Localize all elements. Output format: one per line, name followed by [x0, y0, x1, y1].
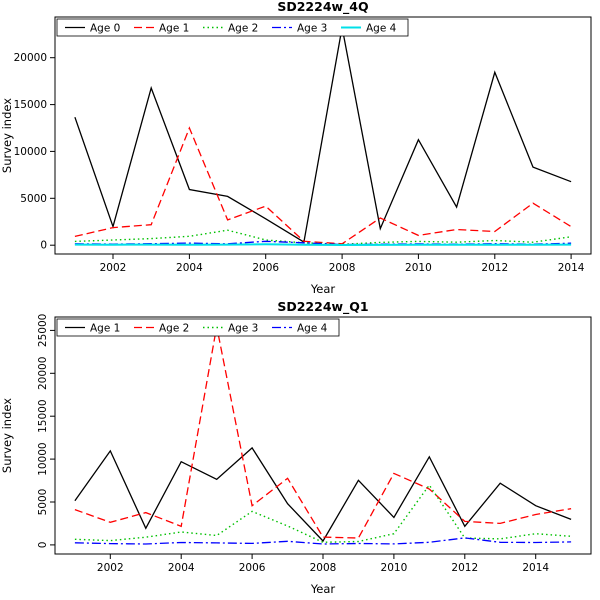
series-line-age-3 [74, 483, 572, 544]
x-tick-label: 2014 [558, 262, 585, 274]
series-line-age-0 [74, 27, 572, 244]
series-line-age-1 [74, 446, 572, 543]
legend-label-age-2: Age 2 [228, 23, 258, 35]
y-tick-label: 5000 [20, 193, 47, 205]
series-line-age-1 [74, 126, 572, 245]
series-line-age-4 [74, 537, 572, 545]
y-tick-label: 15000 [14, 99, 47, 111]
y-tick-label: 20000 [37, 357, 49, 390]
chart-sd2224w-4q: SD2224w_4Q 0 5000 10000 15000 20000 2002 2004 20… [0, 0, 592, 296]
x-tick-label: 2010 [405, 262, 432, 274]
plot-box [54, 316, 592, 555]
y-tick-label: 0 [37, 542, 49, 549]
plot-box [54, 16, 592, 255]
x-tick-label: 2012 [451, 562, 478, 574]
x-axis-label: Year [310, 582, 336, 596]
legend: Age 0 Age 1 Age 2 Age 3 Age 4 [56, 18, 409, 37]
chart-title: SD2224w_Q1 [277, 300, 368, 315]
x-tick-label: 2012 [481, 262, 508, 274]
x-tick-label: 2006 [239, 562, 266, 574]
y-axis-label: Survey index [0, 98, 14, 173]
legend-box [56, 18, 409, 37]
legend-label-age-1: Age 1 [90, 323, 120, 335]
legend: Age 1 Age 2 Age 3 Age 4 [56, 318, 340, 337]
series-line-age-4 [74, 243, 572, 247]
series-line-age-2 [74, 326, 572, 539]
y-tick-label: 0 [40, 240, 47, 252]
legend-box [56, 318, 340, 337]
legend-label-age-3: Age 3 [228, 323, 258, 335]
legend-label-age-4: Age 4 [366, 23, 397, 35]
y-tick-label: 10000 [14, 146, 47, 158]
x-tick-label: 2006 [252, 262, 279, 274]
chart-title: SD2224w_4Q [277, 0, 368, 15]
y-axis-label: Survey index [0, 398, 14, 473]
x-tick-label: 2002 [100, 262, 127, 274]
legend-label-age-4: Age 4 [297, 323, 328, 335]
series-line-age-2 [74, 229, 572, 246]
y-tick-label: 20000 [14, 52, 47, 64]
y-tick-label: 5000 [37, 489, 49, 516]
x-tick-label: 2010 [381, 562, 408, 574]
x-tick-label: 2004 [176, 262, 203, 274]
y-tick-label: 15000 [37, 399, 49, 432]
x-tick-label: 2014 [522, 562, 549, 574]
legend-label-age-3: Age 3 [297, 23, 327, 35]
x-axis-label: Year [310, 282, 336, 296]
chart-sd2224w-q1: SD2224w_Q1 0 5000 10000 15000 20000 25000 2002 2… [0, 300, 600, 600]
x-tick-label: 2002 [97, 562, 124, 574]
y-tick-label: 10000 [37, 442, 49, 475]
legend-label-age-1: Age 1 [159, 23, 189, 35]
y-tick-label: 25000 [37, 314, 49, 347]
legend-label-age-2: Age 2 [159, 323, 189, 335]
legend-label-age-0: Age 0 [90, 23, 120, 35]
x-tick-label: 2008 [310, 562, 337, 574]
x-tick-label: 2004 [168, 562, 195, 574]
x-tick-label: 2008 [329, 262, 356, 274]
